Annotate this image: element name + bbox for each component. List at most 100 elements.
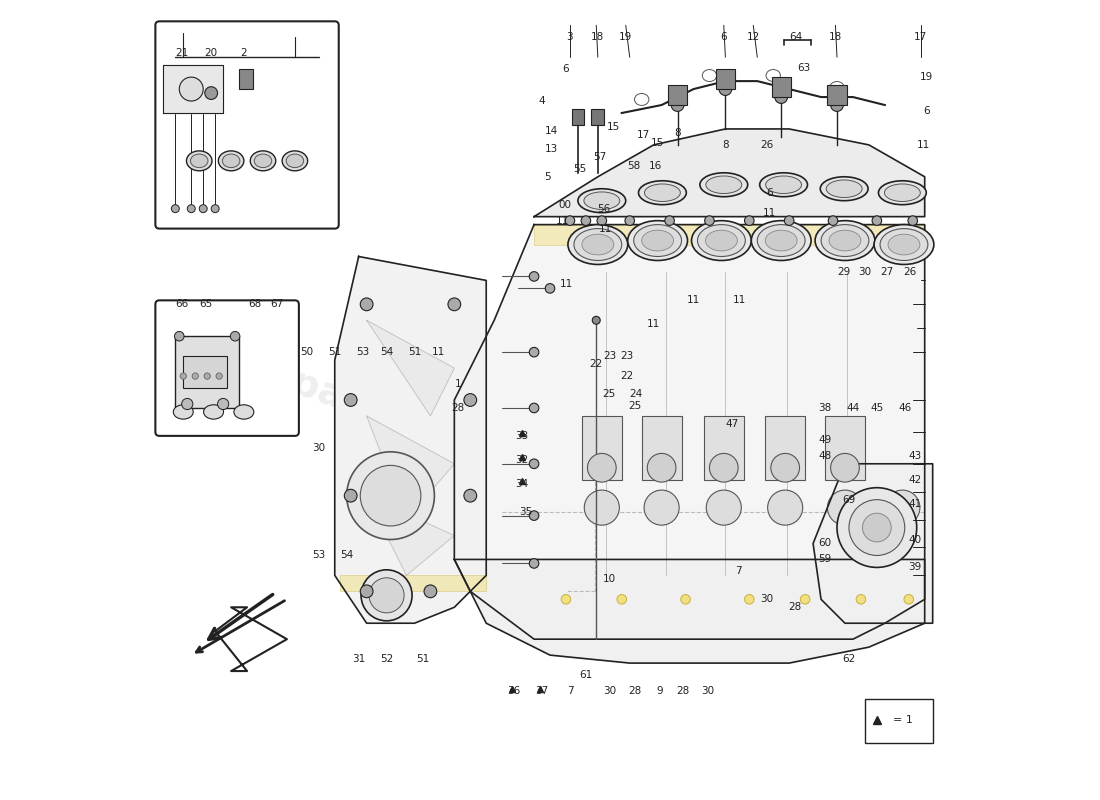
Bar [771, 77, 791, 97]
Text: 36: 36 [507, 686, 520, 696]
Text: 21: 21 [175, 48, 188, 58]
Polygon shape [366, 496, 454, 575]
Bar [766, 416, 805, 480]
Circle shape [830, 454, 859, 482]
Bar [184, 356, 227, 388]
Ellipse shape [187, 151, 212, 170]
Circle shape [344, 490, 358, 502]
Circle shape [884, 490, 920, 525]
Circle shape [172, 205, 179, 213]
Text: 38: 38 [818, 403, 832, 413]
Text: sparepartseurope: sparepartseurope [264, 355, 645, 525]
Text: 15: 15 [651, 138, 664, 148]
Ellipse shape [578, 189, 626, 213]
Bar [592, 109, 604, 125]
Text: 48: 48 [818, 451, 832, 461]
Circle shape [592, 316, 601, 324]
Circle shape [719, 82, 732, 95]
Circle shape [710, 454, 738, 482]
Text: 26: 26 [904, 267, 917, 278]
Text: 8: 8 [674, 128, 681, 138]
Circle shape [424, 585, 437, 598]
Ellipse shape [700, 173, 748, 197]
Circle shape [872, 216, 881, 226]
Circle shape [647, 454, 676, 482]
Text: 50: 50 [300, 347, 313, 357]
Text: 60: 60 [818, 538, 832, 549]
Ellipse shape [174, 405, 194, 419]
Text: 6: 6 [562, 64, 570, 74]
Circle shape [199, 205, 207, 213]
Text: 30: 30 [312, 443, 326, 453]
Circle shape [771, 454, 800, 482]
Circle shape [344, 394, 358, 406]
Text: 15: 15 [607, 122, 620, 132]
Ellipse shape [888, 234, 920, 255]
Text: 1: 1 [455, 379, 462, 389]
Ellipse shape [234, 405, 254, 419]
Circle shape [346, 452, 434, 539]
Circle shape [671, 98, 684, 111]
Ellipse shape [582, 234, 614, 255]
Text: 10: 10 [603, 574, 616, 584]
Circle shape [801, 594, 810, 604]
Circle shape [211, 205, 219, 213]
Circle shape [529, 459, 539, 469]
Circle shape [464, 490, 476, 502]
Ellipse shape [574, 229, 622, 261]
Circle shape [849, 500, 905, 555]
Ellipse shape [692, 221, 751, 261]
Circle shape [774, 90, 788, 103]
Text: 11: 11 [600, 223, 613, 234]
Circle shape [529, 558, 539, 568]
Text: 40: 40 [909, 534, 922, 545]
Text: 46: 46 [898, 403, 912, 413]
Circle shape [448, 298, 461, 310]
Bar [716, 69, 735, 89]
Ellipse shape [760, 173, 807, 197]
Text: 51: 51 [328, 347, 341, 357]
Ellipse shape [821, 225, 869, 257]
Text: 30: 30 [603, 686, 616, 696]
Text: 3: 3 [566, 32, 573, 42]
Text: 28: 28 [629, 686, 642, 696]
Circle shape [681, 594, 691, 604]
Text: 18: 18 [828, 32, 842, 42]
Text: 16: 16 [649, 162, 662, 171]
Text: 61: 61 [580, 670, 593, 680]
Text: 32: 32 [516, 454, 529, 465]
Circle shape [182, 398, 192, 410]
Text: 11: 11 [559, 279, 573, 290]
Polygon shape [216, 607, 287, 671]
Text: 49: 49 [818, 435, 832, 445]
Bar [825, 416, 865, 480]
Circle shape [565, 216, 574, 226]
Circle shape [581, 216, 591, 226]
Text: 2: 2 [240, 48, 246, 58]
Text: 45: 45 [870, 403, 883, 413]
Text: 55: 55 [574, 164, 587, 174]
Ellipse shape [874, 225, 934, 265]
Text: 54: 54 [379, 347, 393, 357]
Text: 19: 19 [920, 72, 933, 82]
Text: 24: 24 [629, 389, 642, 398]
Text: 64: 64 [789, 32, 802, 42]
Text: 67: 67 [271, 299, 284, 310]
Text: 37: 37 [536, 686, 549, 696]
Text: 28: 28 [788, 602, 802, 612]
Text: 34: 34 [516, 478, 529, 489]
Polygon shape [535, 129, 925, 217]
Ellipse shape [282, 151, 308, 170]
Ellipse shape [766, 230, 797, 251]
Ellipse shape [286, 154, 304, 168]
Polygon shape [366, 320, 454, 416]
Text: 56: 56 [597, 204, 611, 214]
FancyBboxPatch shape [155, 300, 299, 436]
Bar [582, 416, 621, 480]
Text: 33: 33 [516, 431, 529, 441]
Circle shape [625, 216, 635, 226]
Ellipse shape [751, 221, 811, 261]
Text: 63: 63 [796, 62, 810, 73]
Text: 00: 00 [559, 200, 572, 210]
Text: 30: 30 [858, 267, 871, 278]
